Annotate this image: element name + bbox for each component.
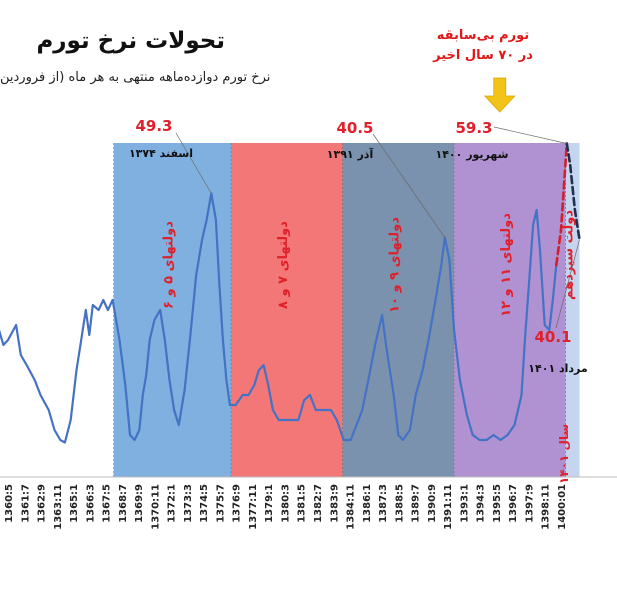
record-note-line-2: در ۷۰ سال اخیر: [433, 48, 533, 63]
series-line-main: [0, 192, 558, 444]
x-tick-label: 1367:5: [102, 484, 113, 523]
x-tick-label: 1373:3: [183, 484, 194, 523]
era-label: دولتهای ۹ و ۱۰: [387, 217, 402, 313]
era-band: [231, 143, 343, 477]
x-tick-label: 1400:01: [557, 484, 568, 530]
x-tick-label-1401: سال ۱۴۰۱: [557, 424, 571, 484]
x-tick-label: 1377:11: [248, 484, 259, 530]
series-line-fall: [565, 142, 581, 241]
chart-title: تحولات نرخ تورم: [36, 28, 225, 54]
annotation-value: 59.3: [455, 119, 492, 137]
x-tick-label: 1386:1: [362, 484, 373, 523]
era-band: [113, 143, 232, 477]
x-tick-label: 1360:5: [4, 484, 15, 523]
x-tick-label: 1388:5: [394, 484, 405, 523]
era-label: دولت سیزدهم: [562, 210, 577, 300]
annotation-value: 40.1: [534, 328, 571, 346]
x-tick-label: 1398:11: [541, 484, 552, 530]
annotation-date: اسفند ۱۳۷۴: [129, 147, 193, 160]
x-tick-label: 1372:1: [167, 484, 178, 523]
x-tick-label: 1390:9: [427, 484, 438, 523]
x-tick-label: 1379:1: [264, 484, 275, 523]
x-tick-label: 1362:9: [37, 484, 48, 523]
annotation-value: 49.3: [135, 117, 172, 135]
record-note: تورم بی‌سابقه در ۷۰ سال اخیر: [427, 26, 539, 66]
annotation-date: آذر ۱۳۹۱: [327, 147, 374, 161]
x-tick-label: 1361:7: [20, 484, 31, 523]
annotation-leader: [175, 132, 212, 194]
x-tick-label: 1387:3: [378, 484, 389, 523]
x-tick-label: 1393:1: [459, 484, 470, 523]
x-tick-label: 1383:9: [329, 484, 340, 523]
x-tick-label: 1381:5: [297, 484, 308, 523]
x-tick-label: 1369:9: [134, 484, 145, 523]
x-tick-label: 1376:9: [232, 484, 243, 523]
x-tick-label: 1368:7: [118, 484, 129, 523]
era-label: دولتهای ۷ و ۸: [276, 221, 291, 309]
annotation-value: 40.5: [336, 119, 373, 137]
annotation-leader: [493, 126, 567, 144]
era-label: دولتهای ۱۱ و ۱۲: [499, 213, 514, 317]
x-tick-label: 1396:7: [508, 484, 519, 523]
x-tick-label: 1370:11: [150, 484, 161, 530]
annotation-leader: [372, 133, 446, 238]
annotation-date: شهریور ۱۴۰۰: [436, 148, 509, 161]
x-tick-label: 1395:5: [492, 484, 503, 523]
chart-subtitle: نرخ تورم دوازده‌ماهه منتهی به هر ماه (از…: [0, 70, 271, 85]
record-note-line-1: تورم بی‌سابقه: [436, 28, 530, 43]
era-band: [342, 143, 455, 477]
down-arrow-icon: [483, 77, 516, 113]
series-line-rise: [555, 142, 569, 267]
x-tick-label: 1380:3: [280, 484, 291, 523]
era-band: [565, 143, 580, 477]
x-tick-label: 1391:11: [443, 484, 454, 530]
x-tick-label: 1389:7: [411, 484, 422, 523]
x-tick-label: 1394:3: [476, 484, 487, 523]
x-tick-label: 1363:11: [53, 484, 64, 530]
x-tick-label: 1375:7: [215, 484, 226, 523]
x-tick-label: 1382:7: [313, 484, 324, 523]
x-tick-label: 1384:11: [346, 484, 357, 530]
x-tick-label: 1366:3: [85, 484, 96, 523]
era-label: دولتهای ۵ و ۶: [161, 221, 176, 309]
era-band: [454, 143, 566, 477]
annotation-leader: [555, 239, 580, 329]
annotation-date: مرداد ۱۴۰۱: [528, 362, 587, 375]
x-tick-label: 1397:9: [524, 484, 535, 523]
x-tick-label: 1365:1: [69, 484, 80, 523]
x-tick-label: 1374:5: [199, 484, 210, 523]
